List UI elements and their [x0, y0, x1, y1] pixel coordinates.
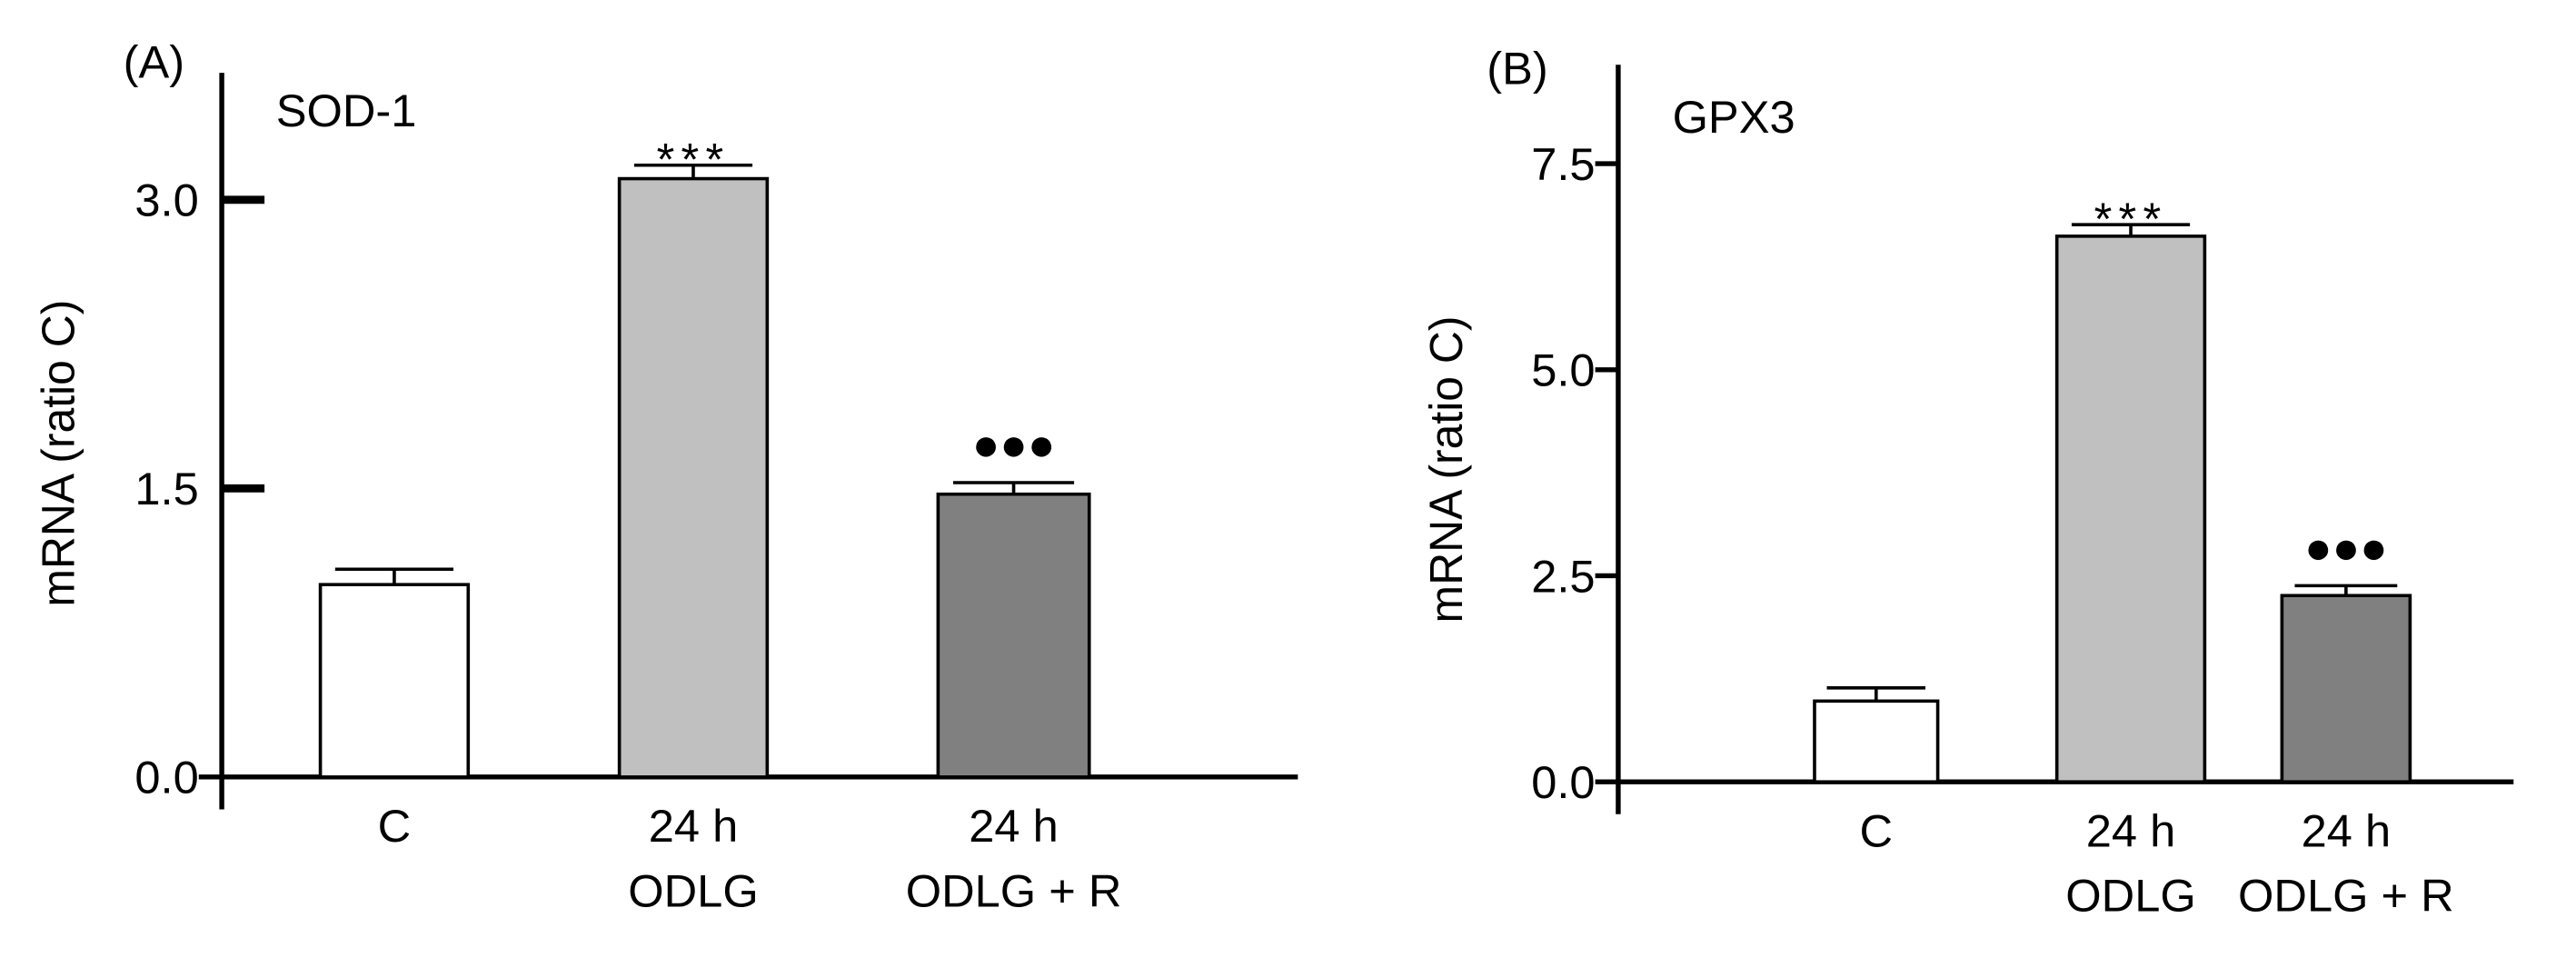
- bar: [1813, 699, 1940, 783]
- significance-label: ***: [657, 135, 731, 185]
- x-tick-label: C: [378, 801, 412, 852]
- x-tick-label-line: C: [1859, 806, 1893, 857]
- x-tick-label-line: ODLG: [2065, 871, 2195, 922]
- significance-label: ●●●: [972, 419, 1056, 470]
- x-tick-label: 24 h ODLG + R: [906, 801, 1122, 916]
- y-tick-label: 5.0: [1531, 345, 1595, 396]
- y-tick-label: 7.5: [1531, 139, 1595, 190]
- x-tick-label: 24 h ODLG: [2065, 806, 2195, 922]
- bar: [2280, 594, 2412, 783]
- significance-label: ●●●: [2304, 523, 2388, 574]
- x-tick-label-line: 24 h: [2302, 806, 2392, 857]
- panel-label: (B): [1487, 44, 1547, 95]
- x-tick-label: 24 h ODLG: [628, 801, 758, 916]
- x-tick-label: C: [1859, 806, 1893, 857]
- y-tick-label: 0.0: [1531, 757, 1595, 808]
- y-axis-label: mRNA (ratio C): [33, 300, 84, 607]
- chart-title: GPX3: [1673, 92, 1795, 143]
- x-tick-label-line: 24 h: [969, 801, 1059, 852]
- bar: [936, 492, 1091, 779]
- bar: [318, 583, 471, 779]
- y-tick-label: 3.0: [134, 175, 198, 226]
- significance-label: ***: [2094, 194, 2168, 244]
- x-tick-label-line: 24 h: [2086, 806, 2176, 857]
- panel-label: (A): [124, 37, 184, 88]
- x-tick-label-line: ODLG + R: [906, 866, 1122, 917]
- x-tick-label-line: 24 h: [649, 801, 739, 852]
- y-axis-label: mRNA (ratio C): [1421, 316, 1472, 624]
- x-tick-label-line: ODLG + R: [2238, 871, 2454, 922]
- bar: [2054, 235, 2207, 783]
- chart-title: SOD-1: [276, 85, 417, 136]
- bar: [617, 176, 770, 779]
- y-tick-label: 1.5: [134, 464, 198, 514]
- x-tick-label: 24 h ODLG + R: [2238, 806, 2454, 922]
- y-tick-label: 0.0: [134, 753, 198, 803]
- x-tick-label-line: C: [378, 801, 412, 852]
- x-tick-label-line: ODLG: [628, 866, 758, 917]
- y-tick-label: 2.5: [1531, 552, 1595, 603]
